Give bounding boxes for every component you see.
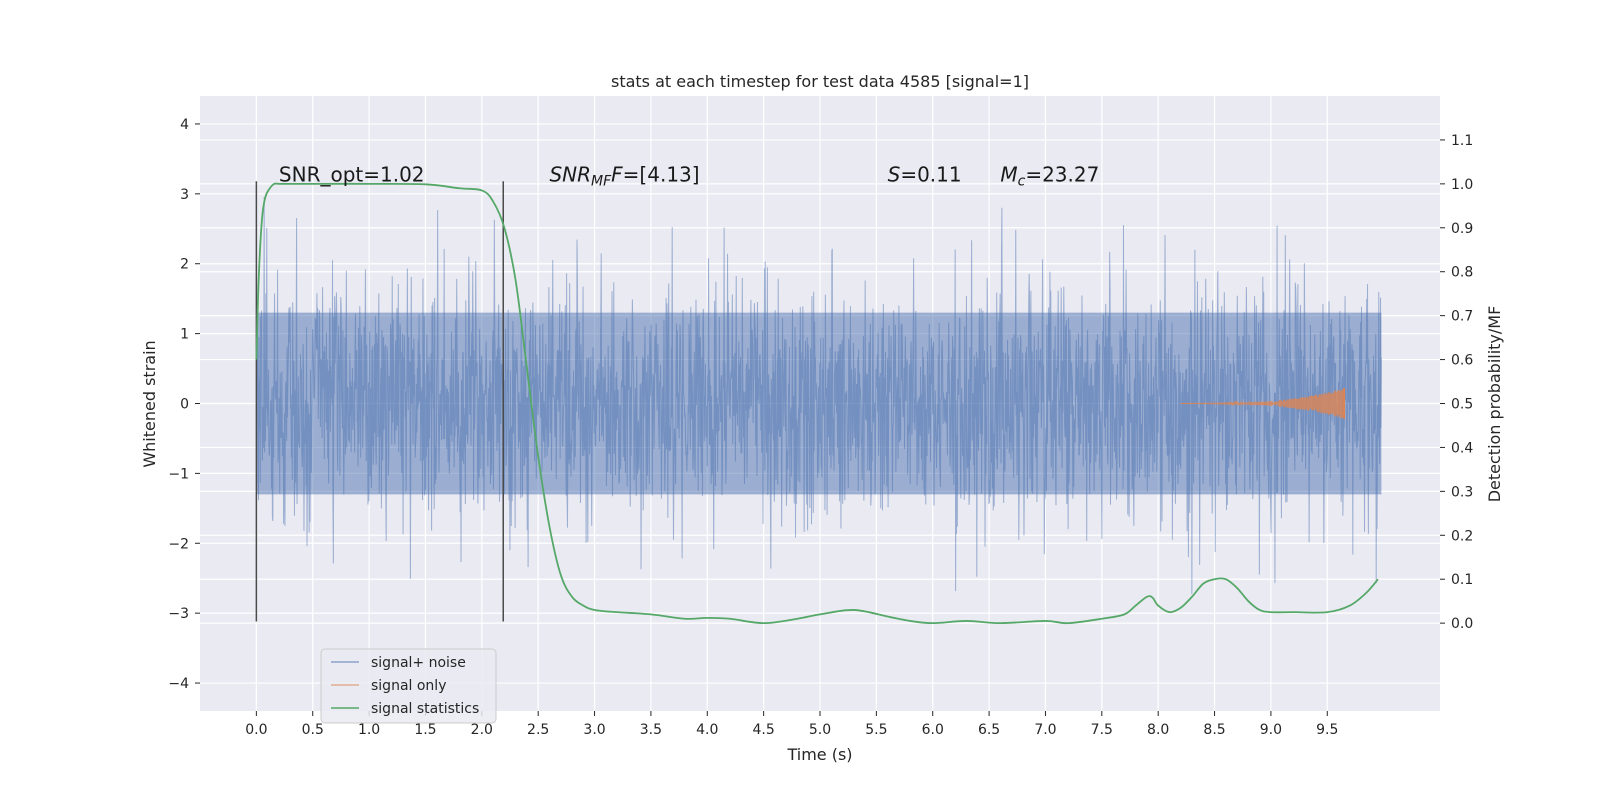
legend-label-signal-noise: signal+ noise xyxy=(371,655,466,671)
y-tick-label: −4 xyxy=(168,676,189,692)
x-tick-label: 7.0 xyxy=(1034,722,1056,738)
x-tick-label: 4.5 xyxy=(753,722,775,738)
y2-tick-label: 0.5 xyxy=(1451,397,1473,413)
y-tick-label: 4 xyxy=(180,117,189,133)
window-markers xyxy=(255,181,504,622)
signal-only-line xyxy=(1180,388,1345,418)
chart-title: stats at each timestep for test data 458… xyxy=(611,72,1029,91)
y-tick-label: 2 xyxy=(180,257,189,273)
y2-tick-label: 0.8 xyxy=(1451,265,1473,281)
x-tick-label: 6.0 xyxy=(922,722,944,738)
x-tick-label: 8.0 xyxy=(1147,722,1169,738)
x-tick-label: 0.0 xyxy=(245,722,267,738)
y2-tick-label: 1.1 xyxy=(1451,133,1473,149)
legend-box xyxy=(320,648,497,724)
x-tick-label: 6.5 xyxy=(978,722,1000,738)
y-tick-label: 1 xyxy=(180,327,189,343)
y-tick-label: −2 xyxy=(168,536,189,552)
y2-tick-label: 0.2 xyxy=(1451,528,1473,544)
x-tick-label: 2.0 xyxy=(471,722,493,738)
y2-tick-label: 0.6 xyxy=(1451,353,1473,369)
x-tick-label: 1.0 xyxy=(358,722,380,738)
y-tick-label: 0 xyxy=(180,397,189,413)
x-axis-label: Time (s) xyxy=(786,745,852,764)
y2-tick-label: 0.0 xyxy=(1451,616,1473,632)
annotation-text: SNR_opt=1.02 xyxy=(279,162,425,186)
x-tick-label: 5.0 xyxy=(809,722,831,738)
x-tick-label: 1.5 xyxy=(414,722,436,738)
x-tick-label: 3.5 xyxy=(640,722,662,738)
annotation-text: S=0.11 xyxy=(888,162,962,186)
y2-tick-label: 0.1 xyxy=(1451,572,1473,588)
signal-statistics-line xyxy=(255,182,1379,625)
legend-label-signal-only: signal only xyxy=(371,678,446,694)
y-tick-label: −1 xyxy=(168,466,189,482)
annotation-text: SNRMFF=[4.13] xyxy=(549,162,699,189)
signal-noise-line xyxy=(255,196,1382,595)
x-axis-ticks: 0.0 0.5 1.0 1.5 2.0 2.5 3.0 3.5 4.0 4.5 5.0 5.5 6.0 6… xyxy=(245,711,1338,738)
y-axis-ticks: −4 −3 −2 −1 0 1 2 3 4 xyxy=(168,117,200,692)
y2-axis-ticks: 0.0 0.1 0.2 0.3 0.4 0.5 0.6 0.7 0.8 0.9 1.0 1.1 xyxy=(1440,133,1473,632)
x-tick-label: 8.5 xyxy=(1203,722,1225,738)
x-tick-label: 7.5 xyxy=(1091,722,1113,738)
x-tick-label: 9.0 xyxy=(1260,722,1282,738)
x-tick-label: 5.5 xyxy=(865,722,887,738)
y2-tick-label: 0.4 xyxy=(1451,440,1473,456)
x-tick-label: 0.5 xyxy=(302,722,324,738)
x-tick-label: 4.0 xyxy=(696,722,718,738)
y2-tick-label: 1.0 xyxy=(1451,177,1473,193)
signal-statistics-series xyxy=(255,182,1379,625)
y2-tick-label: 0.3 xyxy=(1451,484,1473,500)
y2-axis-label: Detection probability/MF xyxy=(1485,306,1504,503)
annotations: SNR_opt=1.02 SNRMFF=[4.13] S=0.11 Mc=23.27 xyxy=(279,162,1099,189)
legend-label-signal-statistics: signal statistics xyxy=(371,701,479,717)
y2-tick-label: 0.9 xyxy=(1451,221,1473,237)
signal-only-series xyxy=(1180,388,1346,419)
annotation-text: Mc=23.27 xyxy=(1000,162,1099,189)
y2-tick-label: 0.7 xyxy=(1451,309,1473,325)
x-tick-label: 9.5 xyxy=(1316,722,1338,738)
y-axis-label: Whitened strain xyxy=(140,340,159,467)
y-tick-label: −3 xyxy=(168,606,189,622)
x-tick-label: 2.5 xyxy=(527,722,549,738)
y-tick-label: 3 xyxy=(180,187,189,203)
legend: signal+ noise signal only signal statist… xyxy=(320,648,497,724)
x-tick-label: 3.0 xyxy=(583,722,605,738)
